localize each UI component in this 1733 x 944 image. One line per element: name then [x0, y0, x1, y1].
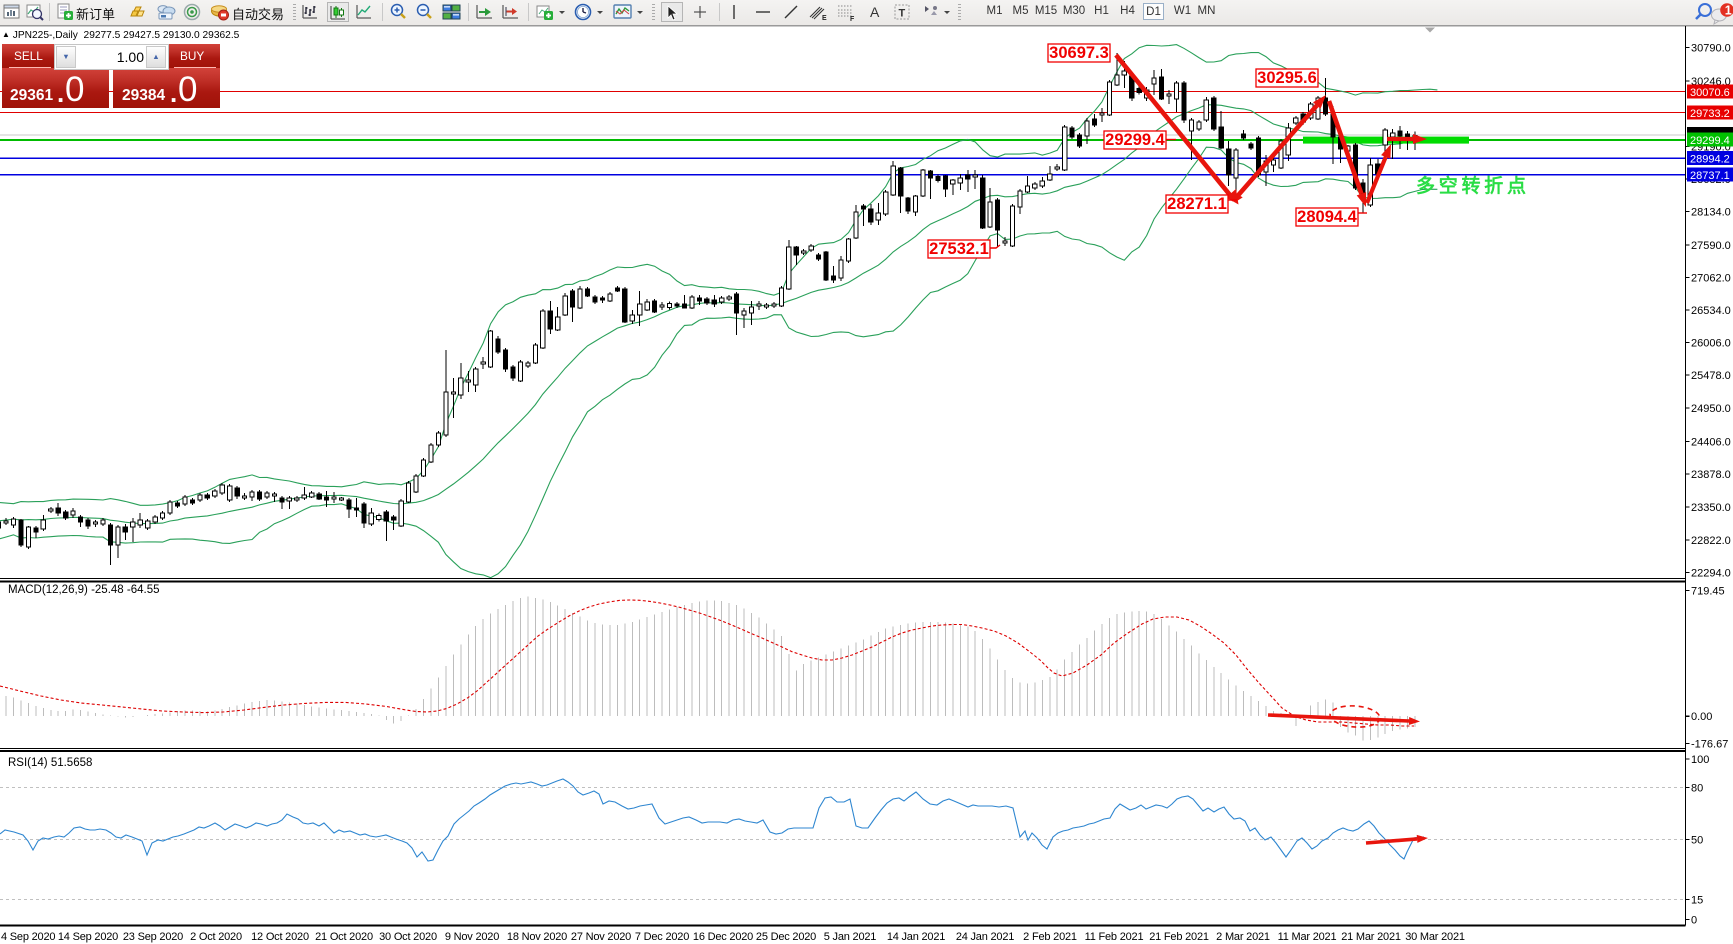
svg-text:18 Nov 2020: 18 Nov 2020: [507, 931, 567, 943]
svg-text:27532.1: 27532.1: [929, 240, 989, 258]
svg-text:50: 50: [1691, 835, 1703, 847]
svg-text:21 Oct 2020: 21 Oct 2020: [315, 931, 373, 943]
svg-text:5 Jan 2021: 5 Jan 2021: [824, 931, 877, 943]
svg-text:24950.0: 24950.0: [1691, 403, 1731, 415]
svg-text:16 Dec 2020: 16 Dec 2020: [693, 931, 753, 943]
svg-text:28994.2: 28994.2: [1690, 154, 1730, 166]
svg-text:29733.2: 29733.2: [1690, 108, 1730, 120]
svg-text:14 Jan 2021: 14 Jan 2021: [887, 931, 945, 943]
svg-text:9 Nov 2020: 9 Nov 2020: [445, 931, 499, 943]
svg-text:4 Sep 2020: 4 Sep 2020: [1, 931, 55, 943]
svg-text:2 Oct 2020: 2 Oct 2020: [190, 931, 242, 943]
svg-text:22822.0: 22822.0: [1691, 535, 1731, 547]
svg-text:27590.0: 27590.0: [1691, 240, 1731, 252]
svg-text:29299.4: 29299.4: [1105, 131, 1165, 149]
svg-text:T: T: [899, 8, 906, 20]
svg-text:11 Mar 2021: 11 Mar 2021: [1278, 931, 1337, 943]
svg-text:0: 0: [1691, 915, 1697, 927]
svg-text:24 Jan 2021: 24 Jan 2021: [956, 931, 1014, 943]
svg-text:14 Sep 2020: 14 Sep 2020: [58, 931, 118, 943]
svg-text:12 Oct 2020: 12 Oct 2020: [251, 931, 309, 943]
svg-text:多空转折点: 多空转折点: [1416, 174, 1526, 197]
svg-text:F: F: [850, 16, 855, 22]
svg-text:27 Nov 2020: 27 Nov 2020: [571, 931, 631, 943]
svg-text:28094.4: 28094.4: [1297, 208, 1357, 226]
svg-text:MACD(12,26,9) -25.48 -64.55: MACD(12,26,9) -25.48 -64.55: [8, 584, 160, 596]
svg-text:30070.6: 30070.6: [1690, 87, 1730, 99]
svg-text:2 Mar 2021: 2 Mar 2021: [1216, 931, 1270, 943]
svg-text:27062.0: 27062.0: [1691, 273, 1731, 285]
svg-text:21 Feb 2021: 21 Feb 2021: [1149, 931, 1209, 943]
svg-text:23878.0: 23878.0: [1691, 469, 1731, 481]
svg-text:15: 15: [1691, 894, 1703, 906]
svg-text:26534.0: 26534.0: [1691, 305, 1731, 317]
svg-text:80: 80: [1691, 783, 1703, 795]
svg-text:E: E: [822, 15, 827, 22]
svg-text:2 Feb 2021: 2 Feb 2021: [1023, 931, 1077, 943]
svg-text:28134.0: 28134.0: [1691, 207, 1731, 219]
svg-text:1: 1: [1725, 4, 1732, 18]
svg-text:11 Feb 2021: 11 Feb 2021: [1085, 931, 1144, 943]
svg-text:25 Dec 2020: 25 Dec 2020: [756, 931, 816, 943]
svg-text:30 Oct 2020: 30 Oct 2020: [379, 931, 437, 943]
svg-text:7 Dec 2020: 7 Dec 2020: [635, 931, 689, 943]
svg-text:A: A: [870, 4, 880, 20]
svg-text:30295.6: 30295.6: [1257, 69, 1317, 87]
svg-text:30 Mar 2021: 30 Mar 2021: [1405, 931, 1465, 943]
svg-text:28737.1: 28737.1: [1690, 170, 1730, 182]
svg-text:100: 100: [1691, 754, 1709, 766]
svg-text:RSI(14) 51.5658: RSI(14) 51.5658: [8, 757, 92, 769]
svg-text:22294.0: 22294.0: [1691, 568, 1731, 580]
svg-text:25478.0: 25478.0: [1691, 370, 1731, 382]
svg-text:30790.0: 30790.0: [1691, 43, 1731, 55]
svg-text:26006.0: 26006.0: [1691, 338, 1731, 350]
svg-text:-176.67: -176.67: [1691, 739, 1728, 751]
svg-text:28271.1: 28271.1: [1167, 195, 1227, 213]
svg-text:21 Mar 2021: 21 Mar 2021: [1341, 931, 1401, 943]
svg-text:0.00: 0.00: [1691, 711, 1712, 723]
svg-text:29299.4: 29299.4: [1690, 135, 1730, 147]
svg-text:23350.0: 23350.0: [1691, 502, 1731, 514]
svg-text:30697.3: 30697.3: [1049, 44, 1109, 62]
svg-text:24406.0: 24406.0: [1691, 437, 1731, 449]
svg-text:719.45: 719.45: [1691, 586, 1725, 598]
svg-text:23 Sep 2020: 23 Sep 2020: [123, 931, 183, 943]
